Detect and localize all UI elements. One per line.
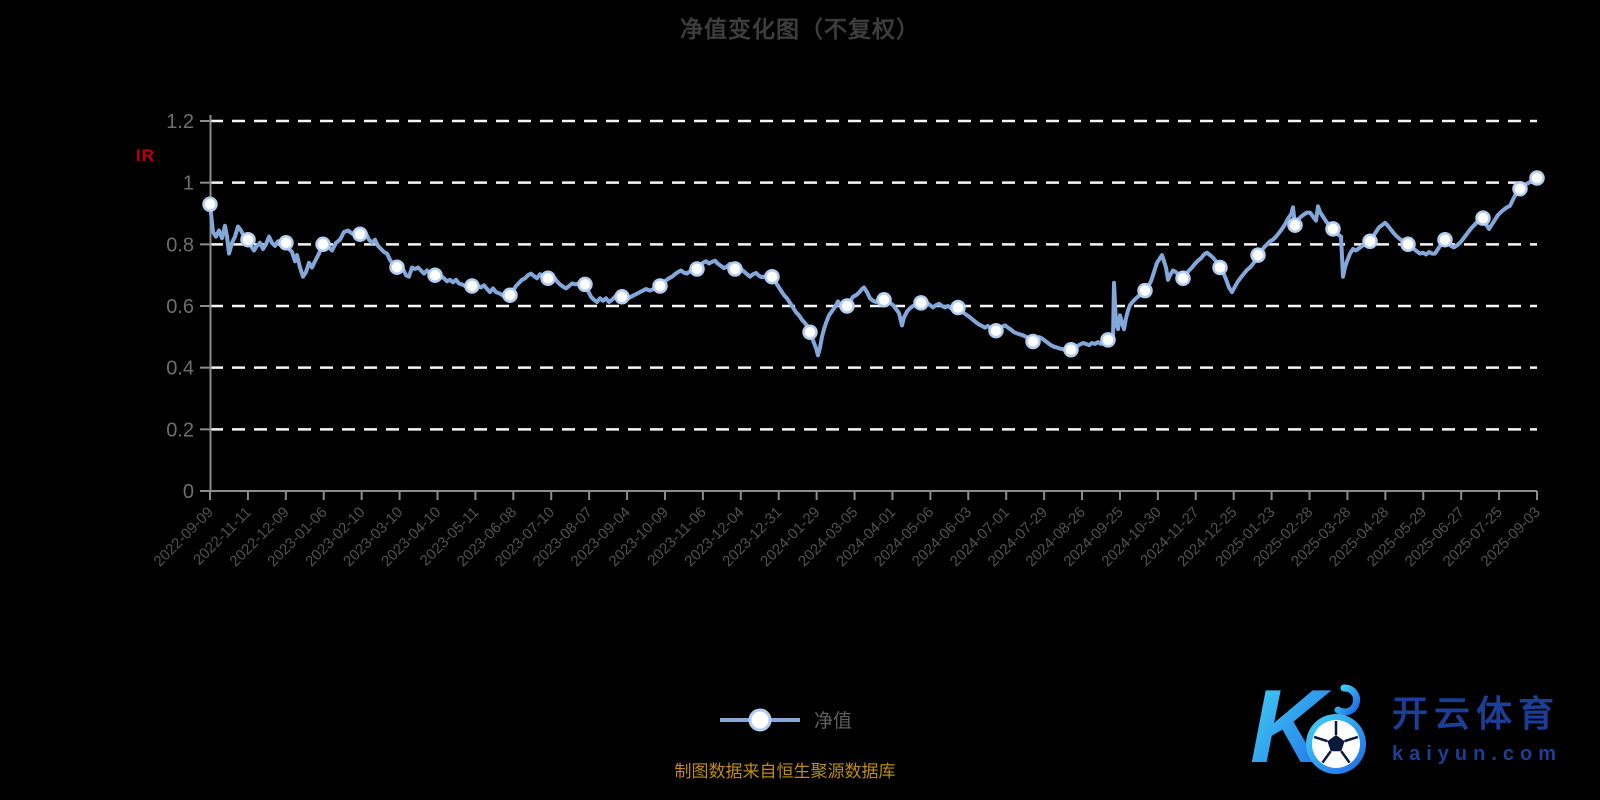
kaiyun-logo-icon: K: [1250, 669, 1366, 784]
svg-text:0: 0: [183, 481, 194, 503]
watermark-brand-text: 开云体育: [1391, 692, 1560, 734]
legend-marker-icon[interactable]: [718, 707, 802, 733]
svg-text:0.6: 0.6: [166, 296, 194, 318]
svg-text:1.2: 1.2: [166, 111, 194, 133]
watermark-kaiyun[interactable]: K 开云体育 kaiyun.com: [1248, 666, 1562, 784]
data-source-note: 制图数据来自恒生聚源数据库: [674, 762, 896, 781]
legend: 净值: [0, 706, 1570, 733]
y-axis-unit-label: IR: [136, 146, 155, 165]
svg-text:0.8: 0.8: [166, 234, 194, 256]
svg-text:0.2: 0.2: [166, 419, 194, 441]
svg-text:0.4: 0.4: [166, 358, 194, 380]
legend-label-nav[interactable]: 净值: [813, 711, 852, 732]
watermark-domain-text: kaiyun.com: [1391, 742, 1562, 765]
page-title: 净值变化图（不复权）: [680, 16, 920, 42]
svg-text:1: 1: [183, 173, 194, 195]
